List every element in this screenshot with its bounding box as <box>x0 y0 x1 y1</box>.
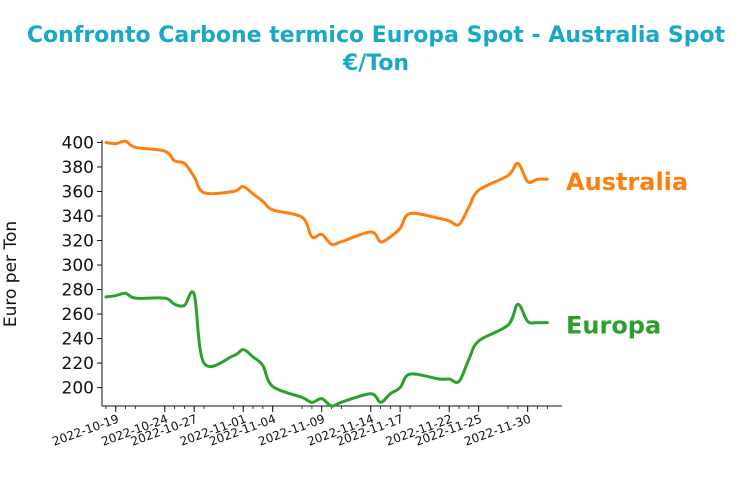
series-group <box>104 139 549 408</box>
y-tick-label: 340 <box>62 207 94 227</box>
chart-title: Confronto Carbone termico Europa Spot - … <box>0 22 752 78</box>
series-labels: Australia Europa <box>566 168 688 339</box>
series-label-europa: Europa <box>566 312 661 340</box>
series-line-australia <box>104 139 549 247</box>
series-label-australia: Australia <box>566 168 688 196</box>
y-axis-title: Euro per Ton <box>1 221 21 327</box>
x-axis: 2022-10-192022-10-242022-10-272022-11-01… <box>50 405 562 449</box>
chart-subtitle: €/Ton <box>342 51 410 76</box>
y-tick-label: 320 <box>62 232 94 252</box>
y-tick-label: 260 <box>62 305 94 325</box>
chart-title-main: Confronto Carbone termico Europa Spot - … <box>26 23 726 48</box>
series-line-europa <box>104 290 549 408</box>
y-tick-label: 280 <box>62 281 94 301</box>
y-tick-label: 400 <box>62 133 94 153</box>
y-tick-label: 220 <box>62 354 94 374</box>
y-tick-label: 360 <box>62 182 94 202</box>
y-tick-label: 380 <box>62 158 94 178</box>
y-tick-label: 300 <box>62 256 94 276</box>
y-axis: 200 220 240 260 280 300 320 340 360 380 400 <box>62 133 103 406</box>
y-tick-label: 240 <box>62 330 94 350</box>
y-tick-label: 200 <box>62 379 94 399</box>
